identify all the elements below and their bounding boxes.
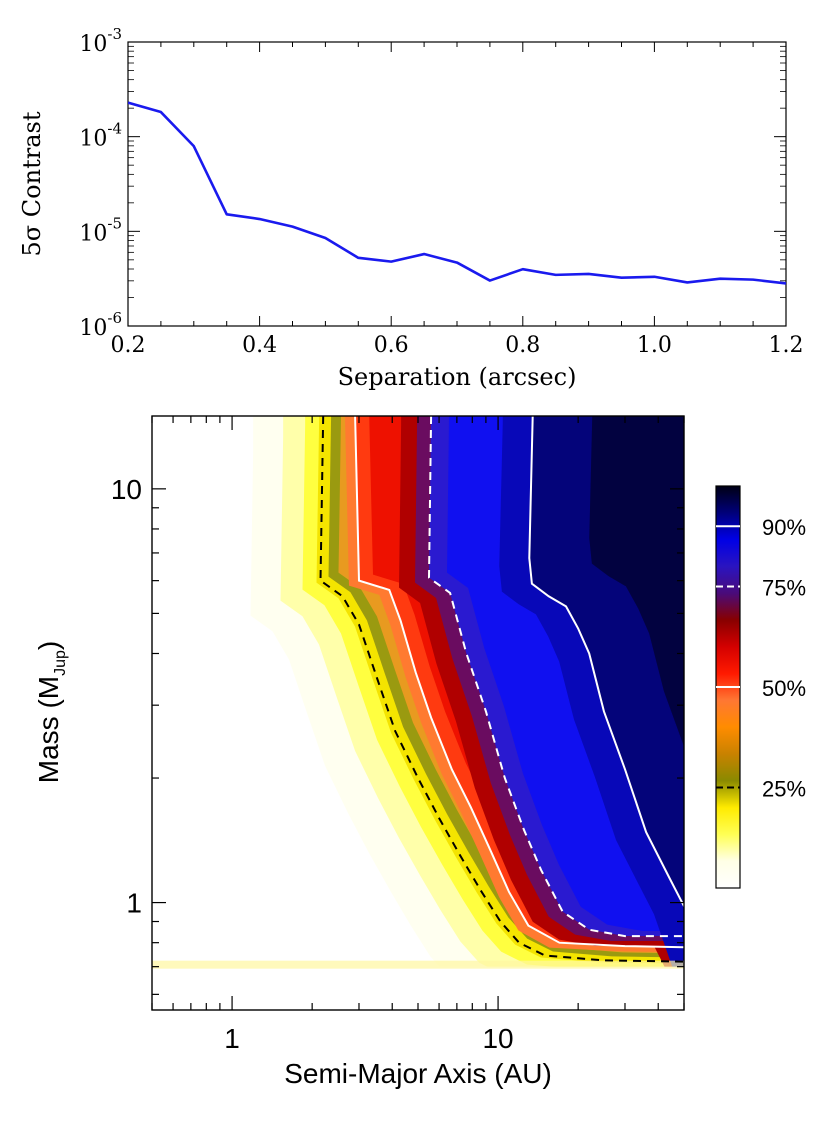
contrast-axis-ticks xyxy=(127,41,787,327)
contrast-y-tick-exponent: -3 xyxy=(107,25,122,43)
contrast-y-axis-label: 5σ Contrast xyxy=(18,111,46,256)
contrast-y-tick-label: 10-6 xyxy=(79,309,122,341)
colorbar-label: 25% xyxy=(762,777,806,802)
contrast-y-tick-base: 10 xyxy=(79,316,107,341)
map-tick-labels: 1 10 1 10 xyxy=(111,474,514,1054)
contrast-x-tick-label: 1.0 xyxy=(637,333,672,358)
map-y-axis-label: Mass (MJup) xyxy=(33,641,69,783)
contrast-y-tick-base: 10 xyxy=(79,127,107,152)
colorbar: 90% 75% 50% 25% xyxy=(715,485,806,889)
map-x-tick-label: 10 xyxy=(482,1023,513,1054)
colorbar-label: 90% xyxy=(762,515,806,540)
contour-75pct xyxy=(427,416,684,938)
contrast-plot-frame xyxy=(127,41,787,327)
map-y-axis-label-sub: Jup xyxy=(52,650,69,676)
map-axis-ticks xyxy=(151,416,685,1010)
map-empty-floor xyxy=(152,966,684,1010)
contrast-y-tick-base: 10 xyxy=(79,32,107,57)
completeness-map: 1 10 1 10 Semi-Major Axis (AU) Mass (MJup) xyxy=(33,415,685,1089)
map-floor-fade xyxy=(152,960,684,969)
contrast-x-axis-label: Separation (arcsec) xyxy=(338,363,577,391)
contrast-chart: 0.2 0.4 0.6 0.8 1.0 1.210-610-510-410-3 Separ… xyxy=(18,25,804,391)
contrast-x-tick-label: 1.2 xyxy=(769,333,804,358)
contour-25pct xyxy=(319,416,684,963)
contrast-y-tick-label: 10-3 xyxy=(79,25,122,57)
map-y-axis-label-close: ) xyxy=(33,641,64,650)
map-x-axis-label: Semi-Major Axis (AU) xyxy=(284,1058,552,1089)
contrast-y-tick-label: 10-5 xyxy=(79,214,122,246)
contrast-x-tick-label: 0.8 xyxy=(505,333,540,358)
contrast-tick-labels: 0.2 0.4 0.6 0.8 1.0 1.210-610-510-410-3 xyxy=(79,25,803,358)
contrast-x-tick-label: 0.6 xyxy=(374,333,409,358)
map-band-deep-navy xyxy=(589,416,684,747)
contrast-y-tick-exponent: -4 xyxy=(107,120,122,138)
map-contours xyxy=(319,416,684,963)
contrast-y-tick-base: 10 xyxy=(79,221,107,246)
colorbar-label: 50% xyxy=(762,676,806,701)
contrast-y-tick-exponent: -6 xyxy=(107,309,122,327)
contrast-x-tick-label: 0.4 xyxy=(242,333,277,358)
colorbar-level-marks: 90% 75% 50% 25% xyxy=(716,515,806,802)
contour-50pct xyxy=(354,416,684,949)
contrast-x-tick-label: 0.2 xyxy=(111,333,146,358)
contrast-y-tick-exponent: -5 xyxy=(107,214,122,232)
map-y-axis-label-main: Mass (M xyxy=(33,676,64,783)
map-y-tick-label: 1 xyxy=(126,888,142,919)
contrast-series-line xyxy=(128,101,786,285)
map-y-tick-label: 10 xyxy=(111,474,142,505)
map-x-tick-label: 1 xyxy=(224,1023,240,1054)
contour-90pct xyxy=(528,416,684,907)
contrast-y-tick-label: 10-4 xyxy=(79,120,122,152)
colorbar-label: 75% xyxy=(762,576,806,601)
